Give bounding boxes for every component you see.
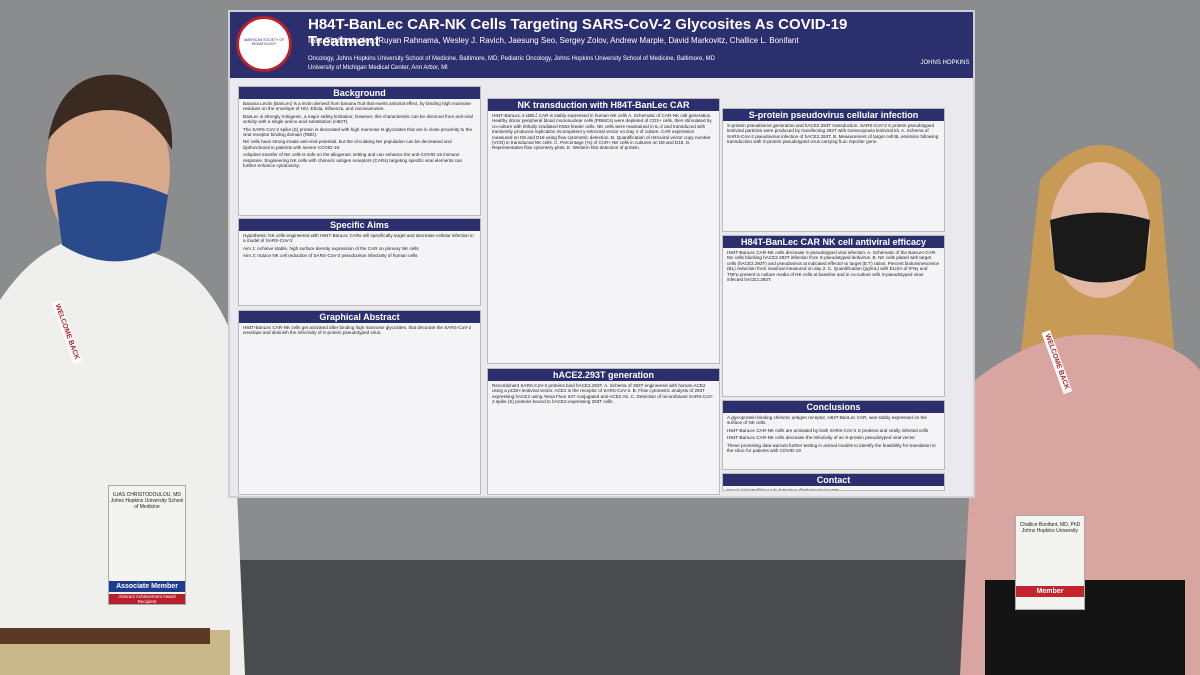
badge-org: Johns Hopkins University [1021,528,1079,534]
section-text: Aim 2: Induce NK cell reduction of SARS-… [243,253,418,259]
section-text: A glycoprotein-binding chimeric antigen … [727,415,927,426]
affiliation: Oncology, Johns Hopkins University Schoo… [308,56,715,62]
section: NK transduction with H84T-BanLec CAR H84T… [487,98,720,364]
mask [55,181,168,262]
badge-name: ILIAS CHRISTODOULOU, MD [113,492,181,498]
belt [0,628,210,644]
shirt [0,235,245,675]
section-heading: Specific Aims [239,219,480,231]
section-text: The SARS-CoV-2 spike (S) protein is deco… [243,126,473,138]
section: Background Banana Lectin (BanLec) is a le… [238,86,481,216]
section-text: H84T-BanLec CAR-NK cells get activated a… [243,325,472,336]
hair [48,74,173,150]
affiliation: University of Michigan Medical Center, A… [308,65,448,71]
section-heading: Graphical Abstract [239,311,480,323]
section-heading: Conclusions [723,401,944,413]
society: AMERICAN SOCIETY OF HEMATOLOGY [243,38,285,46]
section-text: H84T-BanLec CAR-NK cells decrease S-pseu… [727,250,940,283]
badge-award: Abstract Achievement Award Recipient [109,594,185,604]
section-heading: S-protein pseudovirus cellular infection [723,109,944,121]
section: Contact Email: ichrist5@jhmi.edu || Twitt… [722,473,945,491]
poster: AMERICAN SOCIETY OF HEMATOLOGY H84T-BanL… [228,10,975,498]
badge: ILIAS CHRISTODOULOU, MD Johns Hopkins Uni… [108,485,186,605]
section-text: Email: ichrist5@jhmi.edu || Twitter: @Ch… [727,488,839,491]
section-text: Aim 1: Achieve stable, high surface dens… [243,245,419,251]
section-heading: Contact [723,474,944,486]
section-text: H84T-BanLec.4-1BB.ζ CAR is stably expres… [492,113,712,151]
section: Specific Aims Hypothesis: NK cells engine… [238,218,481,306]
badge: Challice Bonifant, MD, PhD Johns Hopkins … [1015,515,1085,610]
section-text: Recombinant SARS-CoV-2 proteins bind hAC… [492,383,714,405]
section-text: H84T-BanLec CAR-NK cells are activated b… [727,427,929,433]
section-text: Adoptive transfer of NK cells is safe on… [243,152,463,169]
section: H84T-BanLec CAR NK cell antiviral effica… [722,235,945,397]
section-text: Banana Lectin (BanLec) is a lectin deriv… [243,101,471,112]
section-text: NK cells have strong innate anti-viral p… [243,139,452,150]
badge-name: Challice Bonifant, MD, PhD [1019,522,1081,528]
mask [1050,212,1150,283]
logo [236,16,292,72]
institution: JOHNS HOPKINS [920,60,970,66]
section-heading: Background [239,87,480,99]
section-heading: H84T-BanLec CAR NK cell antiviral effica… [723,236,944,248]
section-text: S-protein pseudovirus generation and hAC… [727,123,939,145]
section-heading: NK transduction with H84T-BanLec CAR [488,99,719,111]
section-text: H84T-BanLec CAR-NK cells decrease the in… [727,435,915,441]
section: S-protein pseudovirus cellular infection… [722,108,945,232]
authors: Ilias Christodoulou, Ruyan Rahnama, Wesl… [308,36,799,45]
section: hACE2.293T generation Recombinant SARS-Co… [487,368,720,495]
badge-role: Member [1016,586,1084,597]
poster-title: H84T-BanLec CAR-NK Cells Targeting SARS-… [308,16,848,50]
section: Conclusions A glycoprotein-binding chimer… [722,400,945,470]
section: Graphical Abstract H84T-BanLec CAR-NK cel… [238,310,481,495]
badge-org: Johns Hopkins University School of Medic… [110,498,184,510]
section-text: BanLec is strongly mitogenic, a major sa… [243,113,473,125]
section-heading: hACE2.293T generation [488,369,719,381]
badge-role: Associate Member [109,581,185,592]
section-text: Hypothesis: NK cells engineered with H84… [243,233,474,244]
section-text: These promising data warrant further tes… [727,442,936,454]
title-bar: AMERICAN SOCIETY OF HEMATOLOGY H84T-BanL… [230,12,973,78]
